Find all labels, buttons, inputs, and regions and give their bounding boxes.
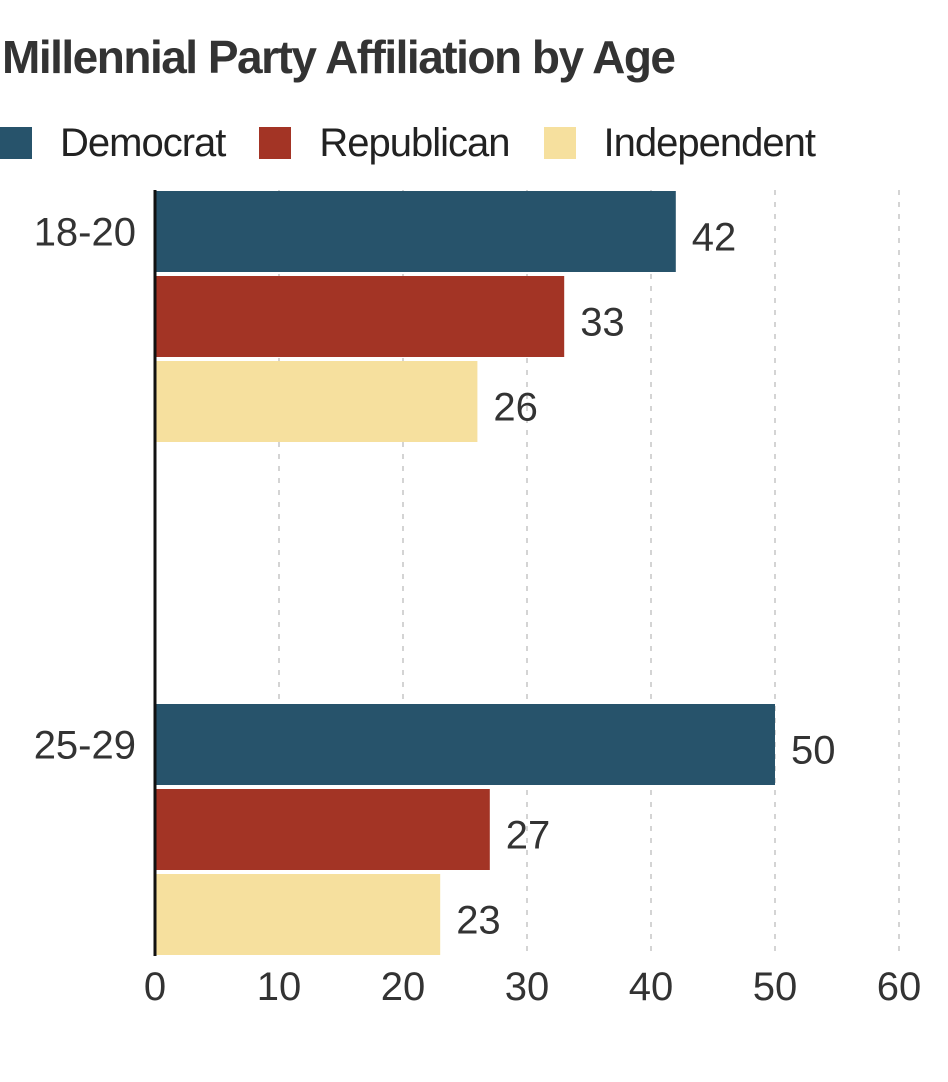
x-tick-label: 40 [629, 965, 674, 1009]
category-label: 18-20 [34, 211, 136, 255]
bar-independent [155, 874, 441, 955]
bar-republican [155, 789, 490, 870]
x-tick-label: 20 [381, 965, 426, 1009]
bar-republican [155, 276, 565, 357]
x-tick-label: 60 [877, 965, 922, 1009]
data-label: 23 [456, 899, 501, 943]
legend-label-democrat: Democrat [60, 120, 226, 165]
x-tick-label: 30 [505, 965, 550, 1009]
x-tick-label: 50 [753, 965, 798, 1009]
bar-independent [155, 361, 478, 442]
data-label: 26 [493, 386, 538, 430]
x-tick-label: 0 [144, 965, 166, 1009]
legend-label-independent: Independent [603, 120, 816, 165]
legend: Democrat Republican Independent [0, 118, 849, 168]
category-label: 25-29 [34, 724, 136, 768]
legend-label-republican: Republican [319, 120, 510, 165]
legend-swatch-democrat [0, 127, 32, 159]
bar-democrat [155, 191, 676, 272]
legend-swatch-independent [543, 127, 576, 159]
legend-item-independent: Independent [543, 120, 816, 166]
bar-democrat [155, 704, 775, 785]
legend-item-republican: Republican [259, 120, 511, 166]
legend-item-democrat: Democrat [0, 120, 226, 166]
x-tick-label: 10 [257, 965, 302, 1009]
data-label: 33 [580, 301, 625, 345]
data-label: 50 [791, 729, 836, 773]
data-label: 27 [506, 814, 551, 858]
chart-title: Millennial Party Affiliation by Age [2, 31, 676, 83]
legend-swatch-republican [259, 127, 292, 159]
data-label: 42 [692, 216, 737, 260]
